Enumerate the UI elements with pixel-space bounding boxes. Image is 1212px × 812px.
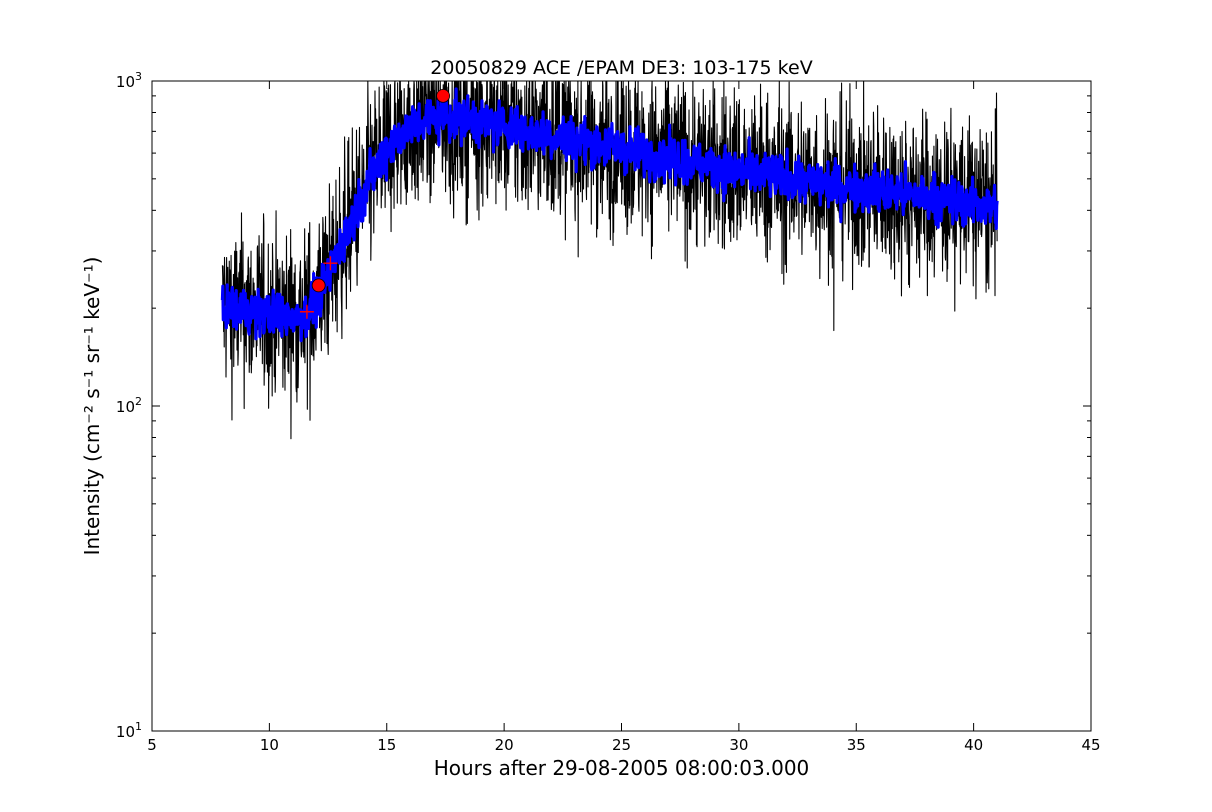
- y-axis-title: Intensity (cm⁻² s⁻¹ sr⁻¹ keV⁻¹): [80, 257, 104, 556]
- marker-circle: [436, 88, 450, 103]
- marker-cross: [299, 304, 314, 319]
- marker-layer: [299, 88, 450, 319]
- x-tick-label: 30: [729, 736, 748, 754]
- x-tick-label: 25: [612, 736, 631, 754]
- x-tick-label: 35: [847, 736, 866, 754]
- tick-layer: 5 10 15 20 25 30 35 40 45 101 102 103: [116, 70, 1101, 754]
- x-tick-label: 40: [964, 736, 983, 754]
- y-tick-label: 102: [116, 395, 142, 416]
- x-tick-label: 15: [377, 736, 396, 754]
- x-tick-label: 45: [1081, 736, 1100, 754]
- marker-circle: [311, 278, 326, 293]
- x-tick-label: 20: [495, 736, 514, 754]
- chart-title: 20050829 ACE /EPAM DE3: 103-175 keV: [430, 57, 812, 79]
- marker-cross: [323, 256, 338, 271]
- x-tick-label: 10: [260, 736, 279, 754]
- y-tick-label: 103: [116, 70, 142, 91]
- smoothed-intensity-line: [220, 87, 999, 343]
- x-axis-title: Hours after 29-08-2005 08:00:03.000: [434, 756, 810, 780]
- x-tick-label: 5: [147, 736, 157, 754]
- series-layer: [220, 80, 999, 440]
- plot-frame: [151, 80, 1092, 732]
- y-tick-label: 101: [116, 720, 142, 741]
